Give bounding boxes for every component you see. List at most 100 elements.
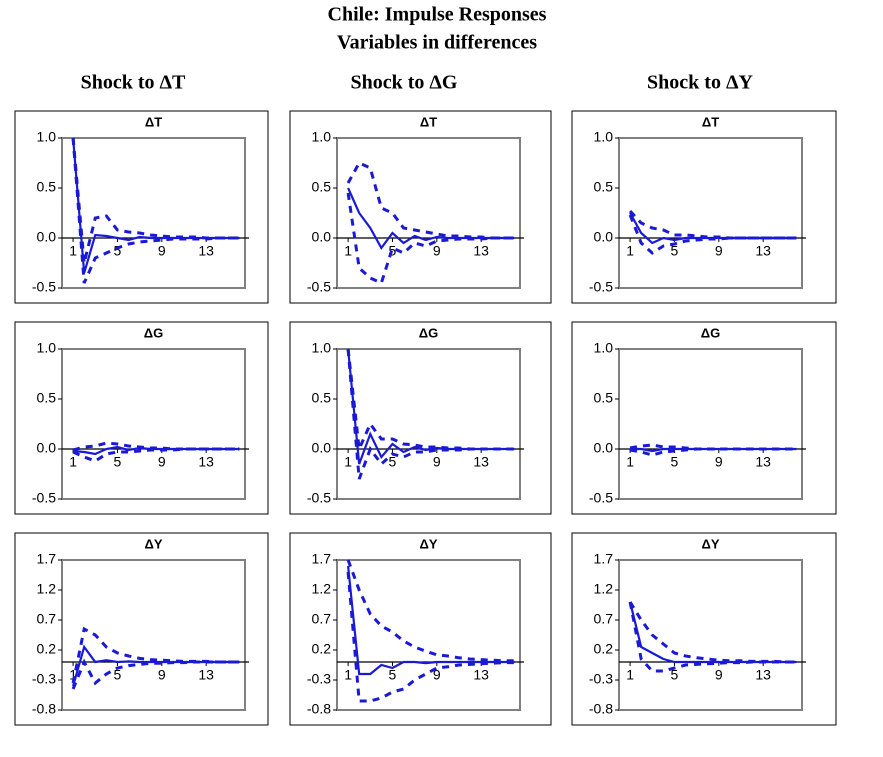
line-series (628, 601, 797, 673)
line-series (628, 209, 797, 240)
y-tick-label: 1.2 (312, 581, 332, 597)
line-series (346, 348, 515, 480)
line-series (346, 161, 515, 240)
x-tick-label: 9 (715, 667, 723, 683)
x-tick-label: 9 (433, 667, 441, 683)
y-tick-label: 1.0 (37, 129, 57, 145)
x-tick-label: 5 (114, 243, 122, 259)
y-tick-label: -0.3 (32, 671, 56, 687)
x-tick-label: 9 (715, 243, 723, 259)
x-tick-label: 13 (198, 243, 214, 259)
x-tick-label: 13 (755, 667, 771, 683)
x-tick-label: 5 (389, 454, 397, 470)
y-tick-label: 1.2 (37, 581, 57, 597)
y-tick-label: 0.7 (312, 611, 332, 627)
plot-area (336, 559, 521, 711)
line-series (346, 192, 515, 286)
x-tick-label: 9 (433, 243, 441, 259)
y-tick-label: -0.8 (32, 701, 56, 717)
column-title: Shock to ΔY (647, 72, 753, 94)
x-tick-label: 1 (626, 243, 634, 259)
x-tick-label: 13 (755, 454, 771, 470)
y-tick-label: 0.5 (37, 179, 57, 195)
y-tick-label: 0.0 (312, 229, 332, 245)
x-tick-label: 1 (344, 667, 352, 683)
y-tick-label: -0.5 (307, 490, 331, 506)
panel-title: ΔY (419, 536, 437, 551)
panel-title: ΔG (419, 325, 438, 340)
y-tick-label: 0.0 (312, 440, 332, 456)
plot-area (618, 348, 803, 500)
line-series (71, 658, 240, 690)
x-tick-label: 5 (114, 667, 122, 683)
panel-title: ΔT (702, 114, 719, 129)
x-tick-label: 1 (626, 454, 634, 470)
x-tick-label: 1 (344, 243, 352, 259)
y-tick-label: 0.5 (37, 390, 57, 406)
y-tick-label: 0.0 (594, 440, 614, 456)
x-tick-label: 13 (473, 454, 489, 470)
line-series (346, 571, 515, 703)
y-tick-label: 0.7 (37, 611, 57, 627)
y-tick-label: 0.5 (312, 390, 332, 406)
y-tick-label: -0.3 (307, 671, 331, 687)
figure-title: Chile: Impulse Responses (328, 4, 547, 26)
y-tick-label: 0.2 (37, 641, 57, 657)
y-tick-label: 1.0 (37, 340, 57, 356)
column-title: Shock to ΔG (350, 72, 457, 94)
x-tick-label: 5 (671, 243, 679, 259)
x-tick-label: 9 (158, 243, 166, 259)
x-tick-label: 9 (433, 454, 441, 470)
y-tick-label: 0.0 (37, 440, 57, 456)
plot-area (61, 348, 246, 500)
y-tick-label: 1.2 (594, 581, 614, 597)
panel-title: ΔY (701, 536, 719, 551)
y-tick-label: -0.5 (32, 279, 56, 295)
x-tick-label: 5 (114, 454, 122, 470)
x-tick-label: 1 (69, 667, 77, 683)
line-series (72, 441, 240, 452)
x-tick-label: 5 (671, 454, 679, 470)
x-tick-label: 5 (671, 667, 679, 683)
y-tick-label: -0.8 (589, 701, 613, 717)
plot-area (61, 137, 246, 289)
y-tick-label: -0.5 (32, 490, 56, 506)
y-tick-label: 1.7 (312, 551, 332, 567)
x-tick-label: 9 (715, 454, 723, 470)
x-tick-label: 13 (473, 243, 489, 259)
y-tick-label: -0.5 (307, 279, 331, 295)
x-tick-label: 13 (473, 667, 489, 683)
x-tick-label: 13 (755, 243, 771, 259)
y-tick-label: 0.0 (594, 229, 614, 245)
line-series (628, 601, 797, 664)
y-tick-label: -0.5 (589, 490, 613, 506)
y-tick-label: 0.0 (37, 229, 57, 245)
x-tick-label: 13 (198, 667, 214, 683)
panel-title: ΔG (144, 325, 163, 340)
line-series (346, 559, 515, 663)
x-tick-label: 5 (389, 243, 397, 259)
y-tick-label: 1.0 (312, 340, 332, 356)
column-title: Shock to ΔT (81, 72, 186, 94)
panel-title: ΔY (144, 536, 162, 551)
x-tick-label: 5 (389, 667, 397, 683)
y-tick-label: 0.2 (312, 641, 332, 657)
x-tick-label: 13 (198, 454, 214, 470)
plot-area (336, 348, 521, 500)
y-tick-label: -0.5 (589, 279, 613, 295)
plot-area (618, 559, 803, 711)
y-tick-label: 1.7 (594, 551, 614, 567)
x-tick-label: 1 (344, 454, 352, 470)
y-tick-label: 1.7 (37, 551, 57, 567)
x-tick-label: 9 (158, 454, 166, 470)
x-tick-label: 1 (69, 454, 77, 470)
line-series (71, 137, 240, 284)
line-series (71, 626, 240, 684)
plot-area (618, 137, 803, 289)
y-tick-label: -0.3 (589, 671, 613, 687)
y-tick-label: 0.5 (594, 390, 614, 406)
plot-area (336, 137, 521, 289)
y-tick-label: 1.0 (594, 340, 614, 356)
x-tick-label: 9 (158, 667, 166, 683)
